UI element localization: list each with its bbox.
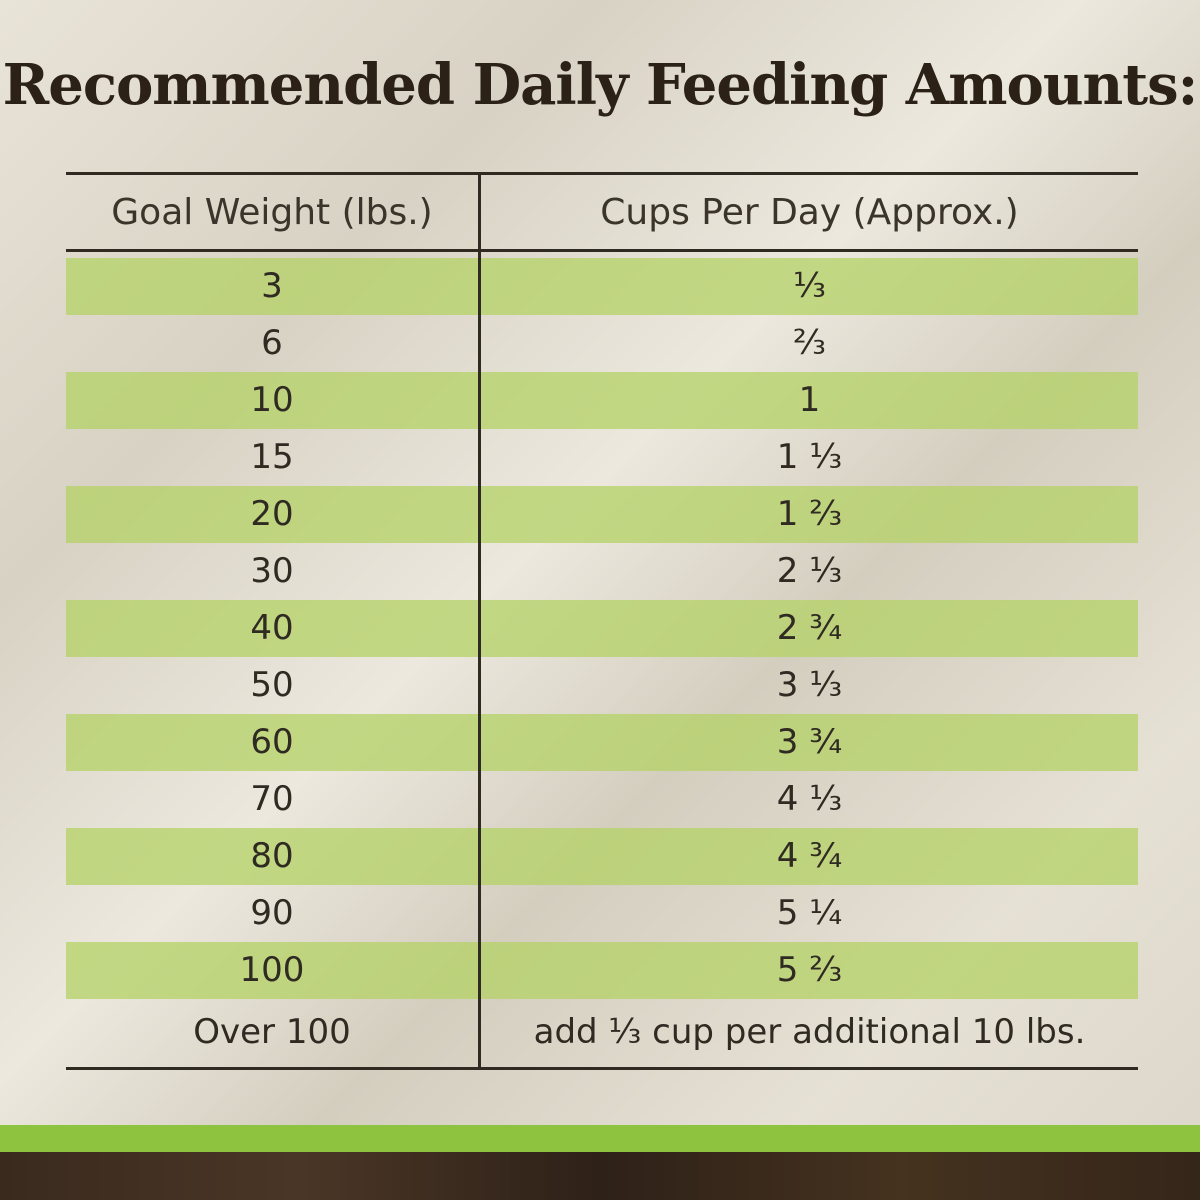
table-row: 80 4 ¾: [66, 828, 1138, 885]
column-header: Cups Per Day (Approx.): [600, 192, 1019, 233]
table-cell: 60: [250, 722, 294, 762]
table-cell: 80: [250, 836, 294, 876]
table-cell: 4 ¾: [776, 836, 843, 876]
table-cell: 15: [250, 437, 294, 477]
title: Recommended Daily Feeding Amounts:: [2, 52, 1199, 118]
table-row: 10 1: [66, 372, 1138, 429]
table-cell: 6: [261, 323, 283, 363]
table-cell: Over 100: [193, 1012, 351, 1052]
table-row: 70 4 ⅓: [66, 771, 1138, 828]
table-cell: 1 ⅔: [776, 494, 843, 534]
table-cell: 3: [261, 266, 283, 306]
table-cell: 2 ⅓: [776, 551, 843, 591]
table-cell: 2 ¾: [776, 608, 843, 648]
table-cell: 4 ⅓: [776, 779, 843, 819]
column-header: Goal Weight (lbs.): [111, 192, 433, 233]
table-cell: ⅔: [793, 323, 826, 363]
table-cell: 3 ⅓: [776, 665, 843, 705]
table-row: 90 5 ¼: [66, 885, 1138, 942]
green-band: [0, 1125, 1200, 1152]
feeding-table: Goal Weight (lbs.) Cups Per Day (Approx.…: [66, 172, 1138, 1070]
soil-band: [0, 1152, 1200, 1200]
table-row: 15 1 ⅓: [66, 429, 1138, 486]
table-cell: 1: [798, 380, 821, 420]
table-cell: 40: [250, 608, 294, 648]
table-cell: 30: [250, 551, 294, 591]
table-cell: add ⅓ cup per additional 10 lbs.: [533, 1012, 1086, 1052]
table-cell: 20: [250, 494, 294, 534]
table-cell: 5 ⅔: [776, 950, 843, 990]
table-cell: 100: [239, 950, 305, 990]
table-row: 30 2 ⅓: [66, 543, 1138, 600]
header-rule: [66, 249, 1138, 252]
column-divider: [478, 175, 481, 1067]
table-cell: 5 ¼: [776, 893, 843, 933]
table-cell: ⅓: [793, 266, 826, 306]
table-row: 60 3 ¾: [66, 714, 1138, 771]
table-row: 40 2 ¾: [66, 600, 1138, 657]
table-row: 50 3 ⅓: [66, 657, 1138, 714]
table-row: 20 1 ⅔: [66, 486, 1138, 543]
table-cell: 70: [250, 779, 294, 819]
table-row: Over 100 add ⅓ cup per additional 10 lbs.: [66, 1004, 1138, 1061]
table-cell: 1 ⅓: [776, 437, 843, 477]
table-cell: 10: [250, 380, 294, 420]
table-cell: 50: [250, 665, 294, 705]
table-cell: 90: [250, 893, 294, 933]
table-cell: 3 ¾: [776, 722, 843, 762]
table-row: 100 5 ⅔: [66, 942, 1138, 999]
